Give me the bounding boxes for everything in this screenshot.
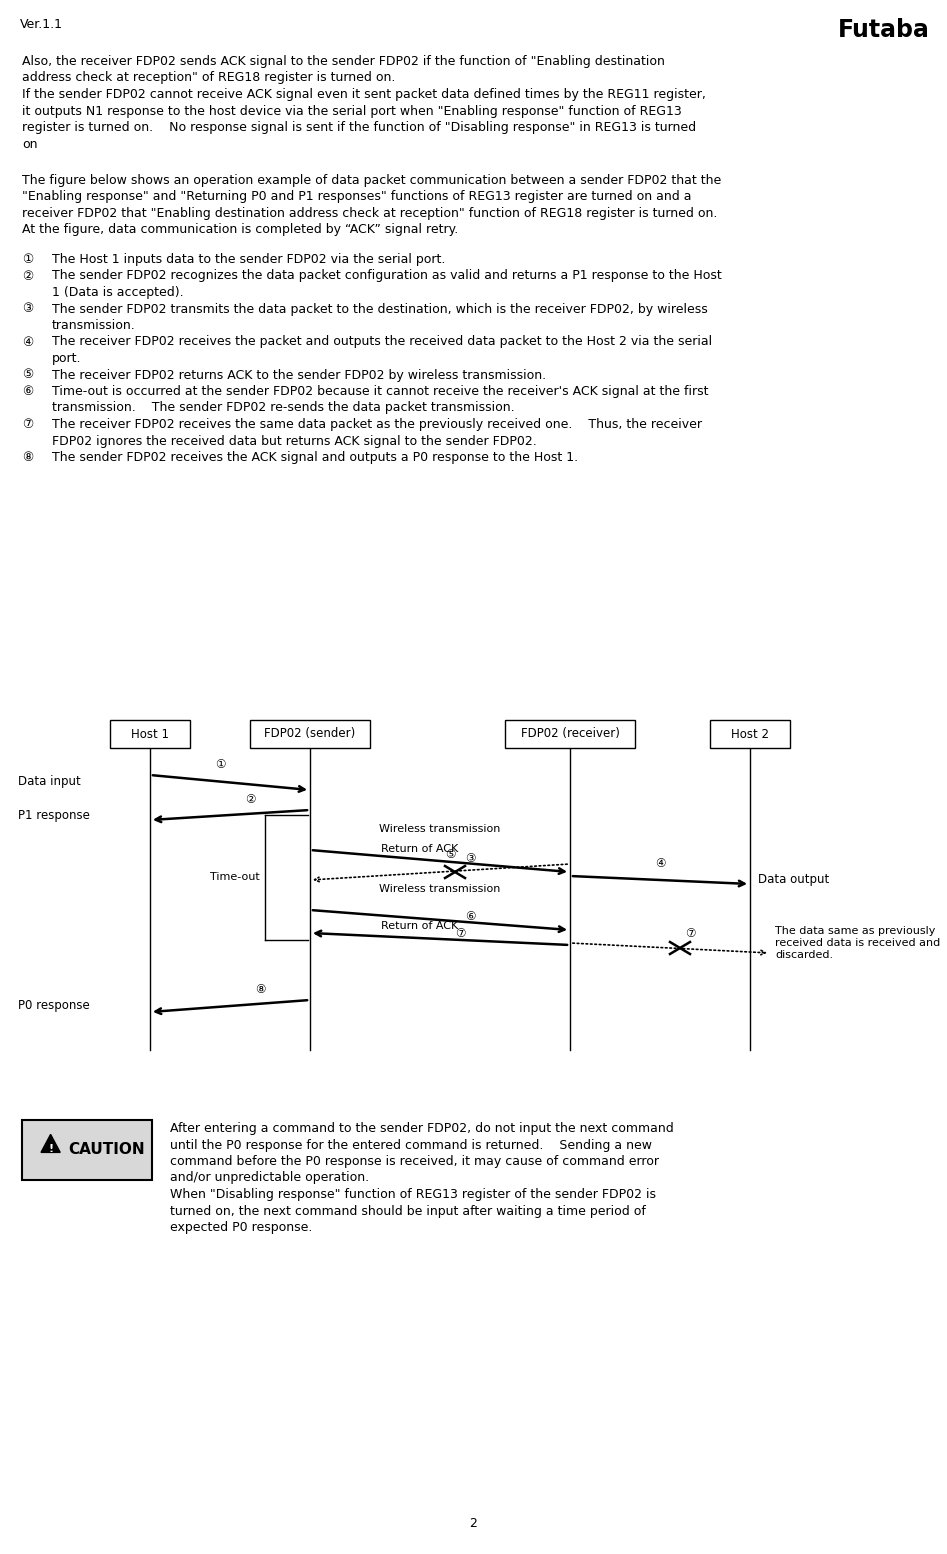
- Text: ⑤: ⑤: [445, 848, 456, 861]
- Text: P0 response: P0 response: [18, 999, 90, 1013]
- Text: ④: ④: [654, 856, 665, 870]
- Text: turned on, the next command should be input after waiting a time period of: turned on, the next command should be in…: [170, 1204, 646, 1217]
- Text: FDP02 (sender): FDP02 (sender): [264, 727, 356, 741]
- Text: receiver FDP02 that "Enabling destination address check at reception" function o: receiver FDP02 that "Enabling destinatio…: [22, 207, 718, 219]
- Text: The Host 1 inputs data to the sender FDP02 via the serial port.: The Host 1 inputs data to the sender FDP…: [52, 253, 445, 266]
- Text: FDP02 (receiver): FDP02 (receiver): [521, 727, 619, 741]
- Text: transmission.: transmission.: [52, 319, 135, 333]
- Text: P1 response: P1 response: [18, 808, 90, 822]
- Text: The receiver FDP02 returns ACK to the sender FDP02 by wireless transmission.: The receiver FDP02 returns ACK to the se…: [52, 368, 546, 381]
- Text: register is turned on.    No response signal is sent if the function of "Disabli: register is turned on. No response signa…: [22, 121, 696, 134]
- Text: Data output: Data output: [758, 873, 830, 886]
- Text: Data input: Data input: [18, 774, 80, 788]
- Text: command before the P0 response is received, it may cause of command error: command before the P0 response is receiv…: [170, 1155, 659, 1169]
- Bar: [710, 720, 790, 747]
- Text: ⑤: ⑤: [22, 368, 33, 381]
- Text: ⑥: ⑥: [22, 385, 33, 398]
- Text: it outputs N1 response to the host device via the serial port when "Enabling res: it outputs N1 response to the host devic…: [22, 104, 682, 118]
- Text: Host 1: Host 1: [131, 727, 169, 741]
- Text: Wireless transmission: Wireless transmission: [380, 824, 501, 834]
- Text: Futaba: Futaba: [838, 19, 930, 42]
- Text: 2: 2: [469, 1517, 477, 1531]
- Bar: [250, 720, 370, 747]
- Text: Host 2: Host 2: [731, 727, 769, 741]
- Text: After entering a command to the sender FDP02, do not input the next command: After entering a command to the sender F…: [170, 1122, 673, 1134]
- Text: ②: ②: [244, 793, 256, 807]
- Text: port.: port.: [52, 353, 81, 365]
- Text: Time-out: Time-out: [210, 872, 260, 883]
- Text: The receiver FDP02 receives the same data packet as the previously received one.: The receiver FDP02 receives the same dat…: [52, 418, 702, 430]
- Text: The figure below shows an operation example of data packet communication between: The figure below shows an operation exam…: [22, 174, 722, 186]
- Text: ⑦: ⑦: [22, 418, 33, 430]
- Text: ③: ③: [22, 303, 33, 315]
- Polygon shape: [41, 1134, 61, 1153]
- Text: When "Disabling response" function of REG13 register of the sender FDP02 is: When "Disabling response" function of RE…: [170, 1187, 656, 1201]
- Text: address check at reception" of REG18 register is turned on.: address check at reception" of REG18 reg…: [22, 71, 396, 84]
- Text: Also, the receiver FDP02 sends ACK signal to the sender FDP02 if the function of: Also, the receiver FDP02 sends ACK signa…: [22, 54, 665, 68]
- Text: expected P0 response.: expected P0 response.: [170, 1221, 313, 1234]
- Text: The sender FDP02 receives the ACK signal and outputs a P0 response to the Host 1: The sender FDP02 receives the ACK signal…: [52, 451, 578, 465]
- Text: ⑦: ⑦: [455, 928, 465, 940]
- Text: ⑥: ⑥: [465, 909, 475, 923]
- Text: Time-out is occurred at the sender FDP02 because it cannot receive the receiver': Time-out is occurred at the sender FDP02…: [52, 385, 708, 398]
- Text: At the figure, data communication is completed by “ACK” signal retry.: At the figure, data communication is com…: [22, 224, 458, 236]
- Text: ③: ③: [465, 852, 475, 864]
- Text: CAUTION: CAUTION: [68, 1142, 145, 1158]
- Text: 1 (Data is accepted).: 1 (Data is accepted).: [52, 286, 184, 298]
- Text: ②: ②: [22, 269, 33, 283]
- Text: The sender FDP02 transmits the data packet to the destination, which is the rece: The sender FDP02 transmits the data pack…: [52, 303, 707, 315]
- Text: The data same as previously
received data is received and
discarded.: The data same as previously received dat…: [775, 926, 940, 960]
- Text: If the sender FDP02 cannot receive ACK signal even it sent packet data defined t: If the sender FDP02 cannot receive ACK s…: [22, 89, 706, 101]
- Text: Ver.1.1: Ver.1.1: [20, 19, 63, 31]
- Text: "Enabling response" and "Returning P0 and P1 responses" functions of REG13 regis: "Enabling response" and "Returning P0 an…: [22, 190, 691, 204]
- Text: Wireless transmission: Wireless transmission: [380, 884, 501, 894]
- Bar: [505, 720, 635, 747]
- Text: !: !: [48, 1144, 53, 1155]
- Text: on: on: [22, 137, 38, 151]
- Text: until the P0 response for the entered command is returned.    Sending a new: until the P0 response for the entered co…: [170, 1139, 652, 1152]
- Text: ⑦: ⑦: [685, 928, 695, 940]
- Bar: [110, 720, 190, 747]
- Text: FDP02 ignores the received data but returns ACK signal to the sender FDP02.: FDP02 ignores the received data but retu…: [52, 435, 537, 448]
- Text: The sender FDP02 recognizes the data packet configuration as valid and returns a: The sender FDP02 recognizes the data pac…: [52, 269, 722, 283]
- Text: and/or unpredictable operation.: and/or unpredictable operation.: [170, 1172, 369, 1184]
- Text: ⑧: ⑧: [255, 984, 265, 996]
- Text: ④: ④: [22, 336, 33, 348]
- Text: Return of ACK: Return of ACK: [382, 922, 458, 931]
- Text: transmission.    The sender FDP02 re-sends the data packet transmission.: transmission. The sender FDP02 re-sends …: [52, 401, 514, 415]
- Text: Return of ACK: Return of ACK: [382, 844, 458, 855]
- Text: ⑧: ⑧: [22, 451, 33, 465]
- Text: ①: ①: [22, 253, 33, 266]
- Text: The receiver FDP02 receives the packet and outputs the received data packet to t: The receiver FDP02 receives the packet a…: [52, 336, 712, 348]
- Bar: [22, 1120, 152, 1179]
- Text: ①: ①: [215, 758, 225, 771]
